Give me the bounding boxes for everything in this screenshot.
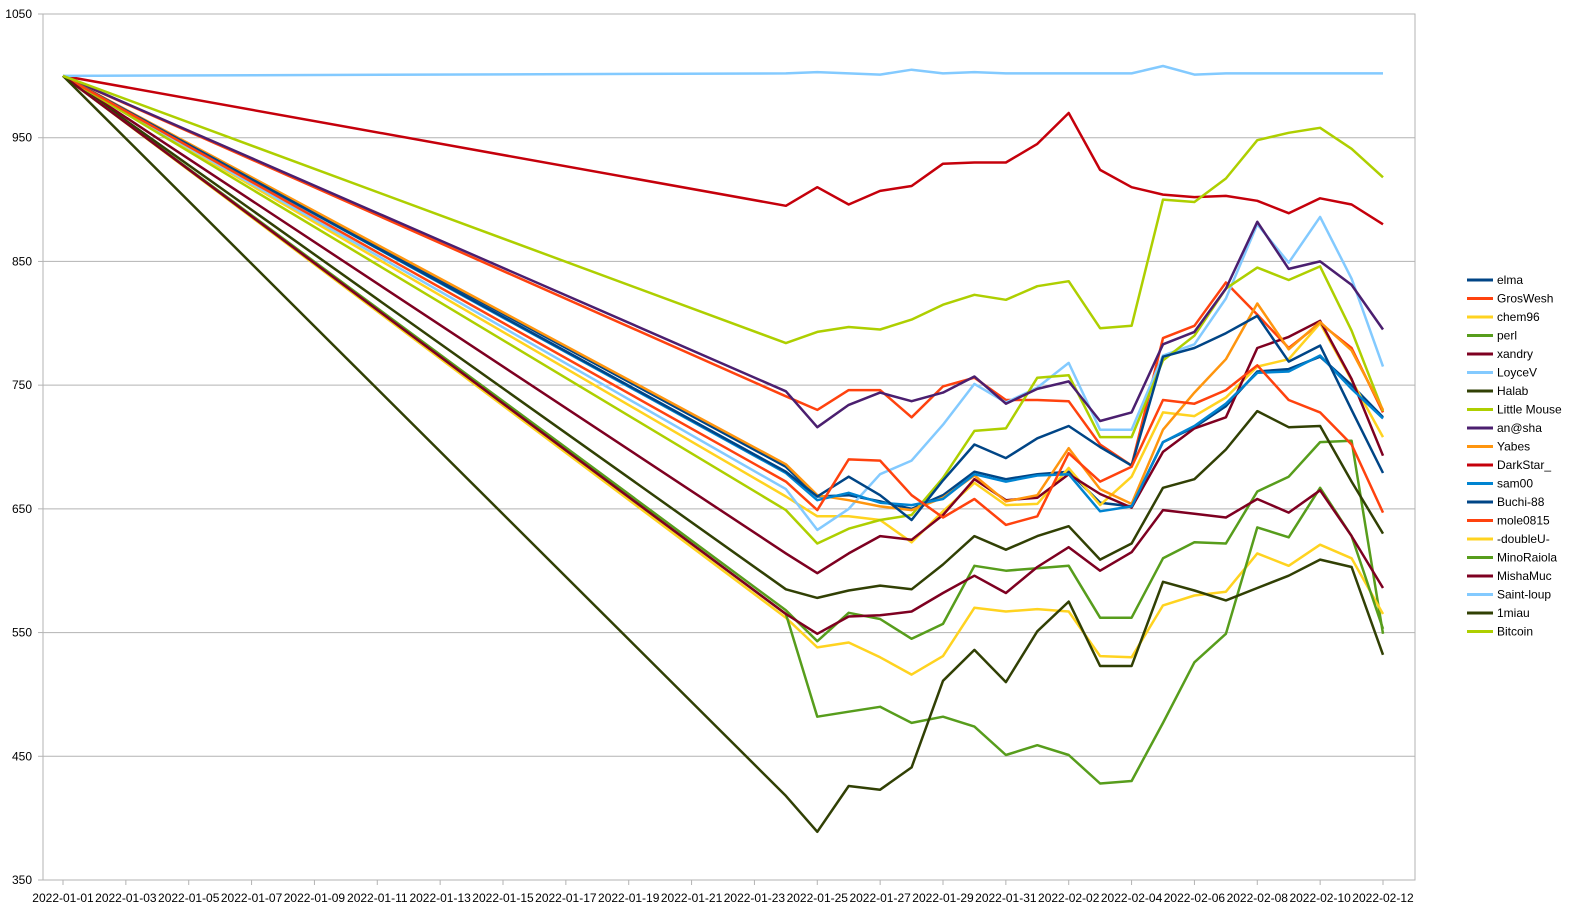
legend-label: MinoRaiola — [1497, 551, 1557, 565]
series-line-Yabes — [62, 74, 1385, 512]
series-line-MishaMuc — [62, 74, 1385, 636]
y-axis-ticks: 350 450 550 650 750 850 950 1050 — [5, 7, 43, 887]
series-line-Bitcoin — [62, 74, 1384, 345]
y-tick-label: 1050 — [5, 7, 32, 21]
x-tick-label: 2022-01-11 — [347, 891, 408, 905]
x-tick-label: 2022-01-15 — [472, 891, 534, 905]
y-tick-label: 950 — [12, 131, 32, 145]
legend-label: -doubleU- — [1497, 532, 1550, 546]
series-line-Halab — [62, 74, 1385, 600]
x-tick-label: 2022-01-27 — [849, 891, 911, 905]
series-line-GrosWesh — [62, 74, 1385, 467]
legend-label: Yabes — [1497, 440, 1530, 454]
gridlines — [43, 13, 1415, 881]
x-tick-label: 2022-02-12 — [1352, 891, 1414, 905]
legend-label: Halab — [1497, 384, 1529, 398]
series-lines — [62, 64, 1385, 834]
legend-label: chem96 — [1497, 310, 1540, 324]
series-line-Saint-loup — [62, 64, 1383, 78]
y-tick-label: 450 — [12, 749, 32, 763]
legend-label: xandry — [1497, 347, 1533, 361]
x-axis-ticks: 2022-01-01 2022-01-03 2022-01-05 2022-01-07… — [32, 880, 1414, 905]
plot-area — [42, 13, 1416, 881]
y-tick-label: 350 — [12, 873, 32, 887]
x-tick-label: 2022-01-07 — [221, 891, 283, 905]
legend-label: 1miau — [1497, 606, 1530, 620]
legend-label: an@sha — [1497, 421, 1542, 435]
legend-label: Bitcoin — [1497, 625, 1533, 639]
legend-label: Little Mouse — [1497, 403, 1562, 417]
series-line-Buchi-88 — [62, 74, 1385, 522]
x-tick-label: 2022-01-05 — [158, 891, 220, 905]
x-tick-label: 2022-01-13 — [409, 891, 471, 905]
x-tick-label: 2022-02-08 — [1227, 891, 1289, 905]
y-tick-label: 550 — [12, 626, 32, 640]
series-line-sam00 — [62, 74, 1384, 513]
legend-label: perl — [1497, 329, 1517, 343]
series-line-1miau — [62, 75, 1385, 834]
y-tick-label: 750 — [12, 378, 32, 392]
y-tick-label: 650 — [12, 502, 32, 516]
x-tick-label: 2022-01-29 — [912, 891, 974, 905]
x-tick-label: 2022-01-25 — [787, 891, 849, 905]
x-tick-label: 2022-01-21 — [661, 891, 723, 905]
series-line-elma — [62, 74, 1384, 511]
x-tick-label: 2022-01-01 — [32, 891, 94, 905]
series-line-Little Mouse — [62, 74, 1385, 545]
x-tick-label: 2022-02-04 — [1101, 891, 1163, 905]
series-line-xandry — [62, 74, 1385, 575]
y-tick-label: 850 — [12, 254, 32, 268]
legend: elma GrosWesh chem96 perl xandry LoyceV Halab L… — [1467, 273, 1562, 639]
x-tick-label: 2022-01-17 — [535, 891, 597, 905]
legend-label: GrosWesh — [1497, 292, 1553, 306]
legend-label: LoyceV — [1497, 366, 1537, 380]
x-tick-label: 2022-01-19 — [598, 891, 660, 905]
series-line-chem96 — [62, 74, 1385, 544]
series-line-MinoRaiola — [62, 74, 1385, 785]
x-tick-label: 2022-02-02 — [1038, 891, 1100, 905]
x-tick-label: 2022-01-09 — [284, 891, 346, 905]
legend-label: elma — [1497, 273, 1523, 287]
legend-label: mole0815 — [1497, 514, 1550, 528]
series-line-LoyceV — [62, 74, 1385, 532]
x-tick-label: 2022-01-23 — [724, 891, 786, 905]
x-tick-label: 2022-01-03 — [95, 891, 157, 905]
series-line-an@sha — [62, 74, 1385, 429]
legend-label: DarkStar_ — [1497, 458, 1551, 472]
series-line-mole0815 — [62, 74, 1385, 527]
x-tick-label: 2022-01-31 — [975, 891, 1037, 905]
legend-label: sam00 — [1497, 477, 1533, 491]
series-line--doubleU- — [62, 74, 1385, 676]
x-tick-label: 2022-02-06 — [1164, 891, 1226, 905]
x-tick-label: 2022-02-10 — [1289, 891, 1351, 905]
legend-label: Buchi-88 — [1497, 495, 1545, 509]
series-line-perl — [62, 74, 1385, 643]
series-line-DarkStar_ — [62, 74, 1384, 226]
legend-label: Saint-loup — [1497, 588, 1551, 602]
legend-label: MishaMuc — [1497, 569, 1552, 583]
